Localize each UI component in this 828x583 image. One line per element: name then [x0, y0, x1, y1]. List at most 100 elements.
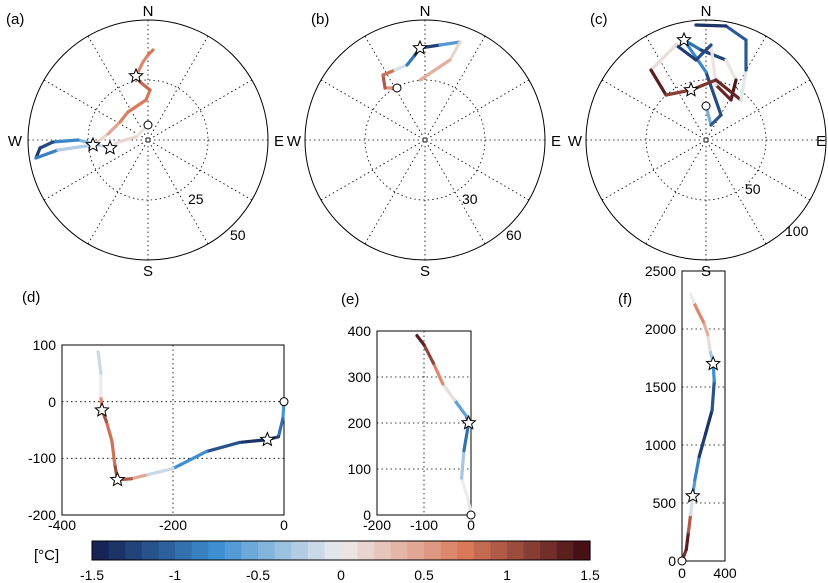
xtick-e-3: 0: [467, 517, 475, 533]
ytick-d-2: -100: [28, 450, 56, 466]
colorbar-bin: [191, 541, 209, 560]
gridlines-e: [376, 330, 472, 516]
start-circle-marker: [466, 510, 476, 520]
compass-w-c: W: [568, 133, 583, 150]
trajectory-segment: [696, 310, 706, 324]
trajectory-segment: [431, 361, 445, 386]
radial-tick-c-2: 100: [785, 223, 809, 239]
colorbar-bin: [274, 541, 292, 560]
colorbar-bin: [307, 541, 325, 560]
trajectory-segment: [441, 382, 457, 402]
trajectory-segment: [697, 431, 708, 459]
ytick-f-5: 2000: [645, 321, 676, 337]
trajectory-segment: [104, 419, 114, 443]
markers-f: [677, 355, 722, 566]
colorbar-tick-1: -1.5: [80, 567, 104, 583]
trajectory-segment: [724, 24, 748, 42]
compass-w-a: W: [8, 133, 23, 150]
trajectory-segment: [729, 78, 738, 102]
trajectory-segment: [694, 23, 728, 28]
trajectory-segment: [116, 135, 138, 144]
trajectory-segment: [674, 43, 698, 62]
colorbar-bin: [357, 541, 375, 560]
xtick-d-3: 0: [280, 517, 288, 533]
panel-label-c: (c): [590, 11, 608, 28]
trajectory-segment: [415, 334, 426, 347]
markers-b: [392, 39, 428, 93]
colorbar-bin: [390, 541, 408, 560]
cartesian-panel-d: (d) -400 -200 0 -200 -100 0 100: [22, 289, 289, 533]
trajectory-segment: [381, 73, 387, 90]
colorbar-tick-5: 0.5: [414, 567, 434, 583]
ytick-e-2: 100: [348, 461, 372, 477]
star-marker: [102, 139, 118, 155]
markers-e: [460, 414, 477, 520]
colorbar-bin: [523, 541, 541, 560]
trajectory-segment: [138, 80, 152, 92]
trajectory-segment: [701, 320, 710, 337]
trajectory-segment: [143, 466, 175, 477]
xtick-f-1: 0: [678, 565, 686, 581]
cartesian-panel-e: (e) -200 -100 0 0 100 200 300 400: [341, 291, 477, 533]
trajectory-segment: [51, 138, 80, 144]
colorbar-bin: [540, 541, 558, 560]
radial-tick-b-1: 30: [462, 191, 478, 207]
trajectory-segment: [34, 148, 60, 160]
star-marker: [259, 431, 276, 447]
trajectory-segment: [452, 398, 468, 418]
colorbar-bin: [208, 541, 226, 560]
trajectory-segment: [688, 292, 696, 304]
colorbar-bin: [490, 541, 508, 560]
trajectory-e: [415, 334, 473, 517]
ytick-d-4: 100: [33, 337, 57, 353]
trajectory-segment: [144, 88, 152, 102]
trajectory-segment: [709, 43, 718, 87]
trajectory-segment: [171, 449, 208, 471]
start-circle-marker: [677, 556, 687, 566]
star-marker: [109, 471, 126, 487]
colorbar-bin: [440, 541, 458, 560]
trajectory-segment: [238, 438, 269, 445]
ytick-f-3: 1000: [645, 437, 676, 453]
trajectory-d: [96, 350, 286, 482]
colorbar-bin: [507, 541, 525, 560]
polar-panel-c: (c) N E S W 50 100: [568, 3, 827, 280]
colorbar-tick-6: 1: [503, 567, 511, 583]
trajectory-segment: [393, 63, 409, 72]
star-marker: [128, 67, 144, 83]
star-marker: [676, 31, 692, 47]
trajectory-segment: [126, 98, 148, 114]
colorbar-bin: [125, 541, 143, 560]
trajectory-segment: [129, 473, 147, 481]
colorbar-tick-2: -1: [169, 567, 182, 583]
trajectory-segment: [649, 43, 678, 72]
panel-label-e: (e): [341, 291, 359, 308]
markers-a: [85, 67, 153, 155]
colorbar-bin: [556, 541, 574, 560]
colorbar-bin: [108, 541, 126, 560]
colorbar-bin: [291, 541, 309, 560]
colorbar: [°C] -1.5 -1 -0.5 0 0.5 1 1.5: [34, 540, 600, 583]
compass-e-c: E: [816, 133, 826, 150]
cartesian-panel-f: (f) 0 400 0 500 1000 1500 2000 2500: [618, 263, 737, 581]
colorbar-bin: [175, 541, 193, 560]
polar-spokes-b: [305, 20, 545, 260]
colorbar-bin: [224, 541, 242, 560]
compass-w-b: W: [287, 133, 302, 150]
trajectory-c: [649, 23, 748, 127]
ytick-f-4: 1500: [645, 379, 676, 395]
colorbar-bin: [407, 541, 425, 560]
compass-e-b: E: [551, 133, 561, 150]
colorbar-tick-3: -0.5: [246, 567, 270, 583]
trajectory-segment: [460, 476, 471, 503]
compass-n-a: N: [143, 3, 154, 20]
trajectory-segment: [692, 300, 700, 314]
trajectory-segment: [684, 530, 691, 552]
xtick-e-1: -200: [363, 517, 391, 533]
trajectory-segment: [448, 40, 462, 62]
colorbar-unit-label: [°C]: [34, 547, 59, 564]
ytick-e-5: 400: [348, 323, 372, 339]
colorbar-bin: [258, 541, 276, 560]
trajectory-segment: [710, 379, 716, 412]
star-marker: [94, 401, 110, 417]
